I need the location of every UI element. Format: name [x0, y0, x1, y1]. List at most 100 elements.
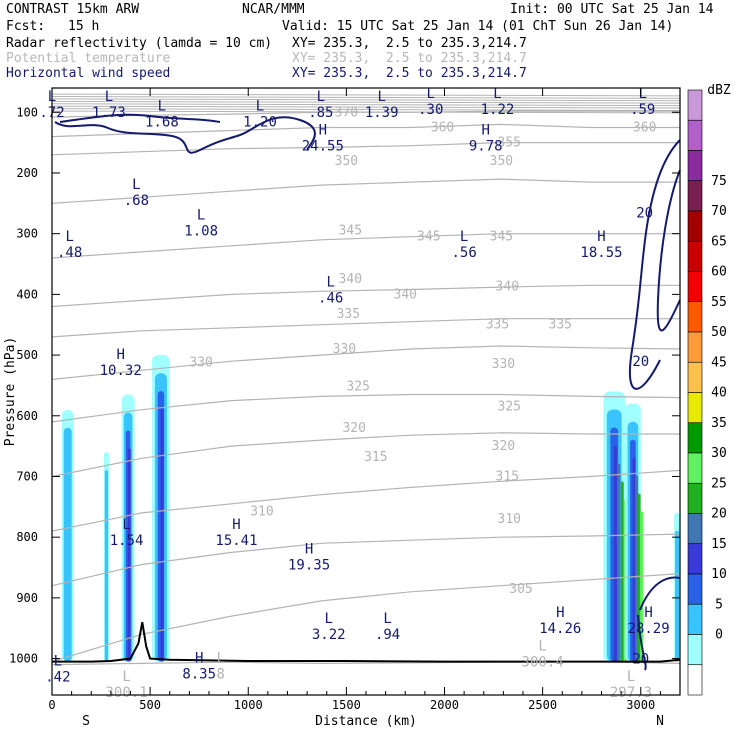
- extremum-value: 19.35: [288, 557, 330, 573]
- extremum-12: L1.08: [184, 208, 218, 240]
- colorbar-label-5: 5: [715, 597, 723, 612]
- extremum-17: H10.32: [100, 347, 142, 379]
- extremum-symbol: L: [383, 611, 391, 627]
- theta-contour-upper-7: [51, 110, 681, 114]
- wind-contour-right-2: [656, 169, 681, 332]
- extremum-5: L1.39: [365, 89, 399, 121]
- extremum-symbol: L: [122, 517, 130, 533]
- extremum-symbol: L: [197, 208, 205, 224]
- colorbar-swatch-16: [687, 573, 703, 605]
- extremum-value: 24.55: [302, 139, 344, 155]
- theta-label-5: 350: [490, 154, 513, 169]
- x-tick-label-1000: 1000: [234, 698, 263, 712]
- theta-label-21: 320: [492, 439, 515, 454]
- extremum-value: 1.22: [481, 102, 515, 118]
- extremum-20: H19.35: [288, 541, 330, 573]
- north-label: N: [656, 714, 664, 729]
- colorbar-label-0: 0: [715, 628, 723, 643]
- colorbar-label-20: 20: [711, 507, 727, 522]
- extremum-value: 8.35: [182, 667, 216, 683]
- theta-label-9: 340: [339, 272, 362, 287]
- theta-contour-345: [51, 233, 680, 259]
- theta-label-6: 345: [339, 224, 362, 239]
- extremum-value: 1.08: [184, 224, 218, 240]
- theta-contour-315: [51, 469, 681, 532]
- theta-contour-335: [51, 318, 680, 338]
- extremum-4: L.85: [308, 89, 333, 121]
- extremum-23: H14.26: [539, 605, 581, 637]
- extremum-value: .48: [57, 245, 82, 261]
- theta-contour-325: [51, 393, 681, 423]
- org-label: NCAR/MMM: [242, 2, 305, 17]
- y-tick-label-200: 200: [16, 166, 38, 180]
- field-name-wind: Horizontal wind speed: [6, 66, 171, 81]
- colorbar-swatch-14: [687, 513, 703, 545]
- theta-label-25: 310: [498, 512, 521, 527]
- reflectivity-cell-1-10: [104, 470, 109, 662]
- wind-label-2: 20: [632, 652, 649, 668]
- wind-contour-right-1: [628, 139, 681, 390]
- theta-contour-upper-3: [51, 100, 681, 104]
- colorbar-swatch-9: [687, 361, 703, 393]
- terrain-layer: [52, 622, 681, 663]
- extremum-symbol: H: [195, 651, 203, 667]
- colorbar-swatch-8: [687, 331, 703, 363]
- field-xy-wind: XY= 235.3, 2.5 to 235.3,214.7: [292, 66, 527, 81]
- theta-label-4: 350: [335, 154, 358, 169]
- x-tick-label-1500: 1500: [332, 698, 361, 712]
- extremum-11: L.68: [124, 177, 149, 209]
- theta-label-11: 340: [496, 279, 519, 294]
- extremum-symbol: L: [105, 89, 113, 105]
- theta-label-26: 305: [509, 582, 532, 597]
- theta-contour-355: [51, 142, 680, 156]
- extremum-value: .85: [308, 105, 333, 121]
- extremum-6: L.30: [418, 86, 443, 118]
- extremum-symbol: L: [65, 229, 73, 245]
- y-tick-label-1000: 1000: [9, 652, 38, 666]
- extremum-value: .42: [45, 670, 70, 686]
- x-tick-label-2000: 2000: [430, 698, 459, 712]
- faint-extremum-3: L8: [217, 651, 225, 683]
- colorbar-label-40: 40: [711, 386, 727, 401]
- y-tick-label-500: 500: [16, 348, 38, 362]
- field-name-reflectivity: Radar reflectivity (lamda = 10 cm): [6, 36, 273, 51]
- colorbar-swatch-12: [687, 452, 703, 484]
- extremum-value: 1.20: [243, 114, 277, 130]
- terrain-line: [52, 622, 681, 663]
- faint-extremum-value: 8: [217, 667, 225, 683]
- theta-label-17: 330: [492, 357, 515, 372]
- faint-extremum-symbol: L: [538, 639, 546, 655]
- reflectivity-cell-6-10: [675, 530, 680, 662]
- faint-extremum-value: 297.3: [610, 685, 652, 701]
- extremum-symbol: L: [158, 98, 166, 114]
- theta-contour-upper-5: [51, 105, 681, 109]
- reflectivity-cell-3-20: [160, 409, 164, 662]
- colorbar-label-30: 30: [711, 446, 727, 461]
- extremum-16: L.46: [318, 274, 343, 306]
- extremum-symbol: L: [54, 654, 62, 670]
- reflectivity-cell-5-20: [632, 457, 636, 662]
- colorbar-swatch-18: [687, 634, 703, 666]
- theta-label-24: 310: [250, 505, 273, 520]
- extremum-symbol: L: [460, 229, 468, 245]
- south-label: S: [82, 714, 90, 729]
- axes-layer: 0 500 1000 1500 2000 2500 3000 100 200 300 400 500 6…: [3, 87, 681, 729]
- extremum-value: 10.32: [100, 363, 142, 379]
- wind-contour-layer: 20 20 20: [54, 113, 681, 671]
- theta-label-8: 345: [490, 230, 513, 245]
- extremum-10: H9.78: [469, 123, 503, 155]
- theta-label-20: 320: [342, 421, 365, 436]
- extremum-value: .68: [124, 193, 149, 209]
- model-title: CONTRAST 15km ARW: [6, 2, 140, 17]
- reflectivity-cell-5-35: [640, 511, 644, 662]
- theta-label-0: 370: [335, 105, 358, 120]
- theta-label-3: 355: [498, 136, 521, 151]
- theta-label-22: 315: [364, 450, 387, 465]
- field-xy-theta: XY= 235.3, 2.5 to 235.3,214.7: [292, 51, 527, 66]
- theta-label-12: 335: [337, 307, 360, 322]
- y-tick-label-700: 700: [16, 469, 38, 483]
